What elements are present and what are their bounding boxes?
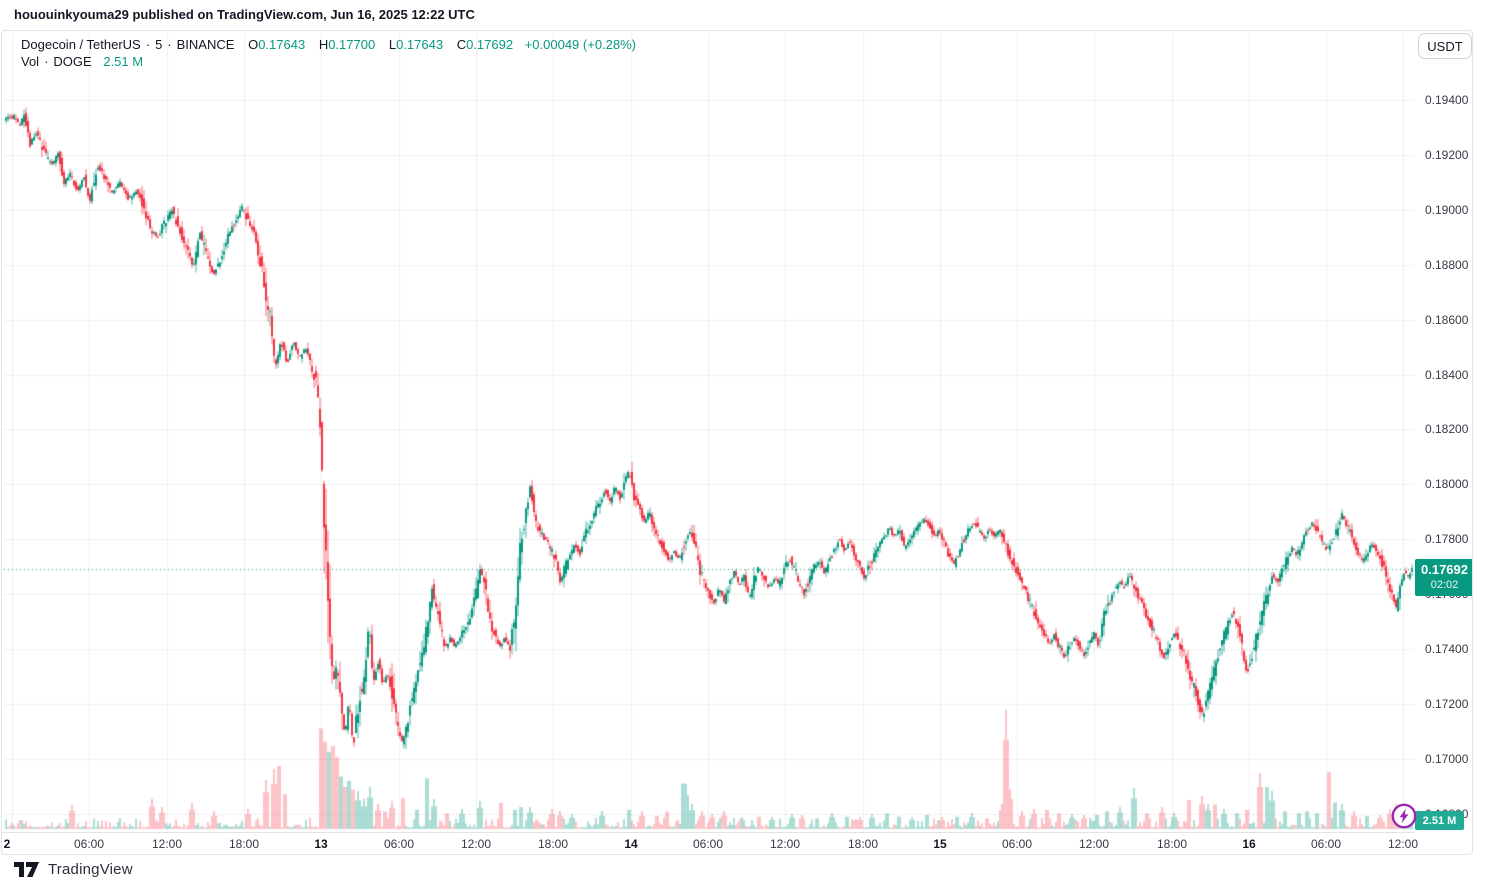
time-axis-label: 12:00: [769, 837, 801, 851]
tradingview-brand-text: TradingView: [48, 861, 133, 878]
chart-widget: Dogecoin / TetherUS · 5 · BINANCE O0.17643 H…: [1, 30, 1473, 855]
time-axis-label: 18:00: [228, 837, 260, 851]
time-axis-divider: [2, 832, 1414, 833]
tradingview-logo-icon: [14, 862, 40, 877]
ohlc-close: C0.17692: [456, 37, 514, 52]
tradingview-footer-link[interactable]: TradingView: [14, 861, 133, 878]
time-axis-label: 06:00: [383, 837, 415, 851]
price-axis-label: 0.18000: [1425, 477, 1469, 491]
exchange-name: BINANCE: [176, 37, 235, 52]
volume-badge: 2.51 M: [1415, 811, 1464, 830]
currency-button[interactable]: USDT: [1418, 33, 1472, 59]
volume-value: 2.51 M: [103, 54, 144, 69]
time-axis-label: 18:00: [537, 837, 569, 851]
price-axis-label: 0.18200: [1425, 422, 1469, 436]
last-price-value: 0.17692: [1421, 562, 1468, 577]
time-axis-label: 2: [3, 837, 11, 851]
legend-symbol-row: Dogecoin / TetherUS · 5 · BINANCE O0.17643 H…: [21, 36, 636, 53]
price-axis-label: 0.18800: [1425, 258, 1469, 272]
time-axis-label: 12:00: [460, 837, 492, 851]
price-change: +0.00049 (+0.28%): [524, 37, 637, 52]
price-axis-label: 0.18400: [1425, 368, 1469, 382]
legend-separator: ·: [44, 54, 49, 69]
last-price-badge: 0.17692 02:02: [1415, 559, 1472, 596]
attribution-bar[interactable]: hououinkyouma29 published on TradingView…: [14, 7, 475, 22]
ohlc-high: H0.17700: [318, 37, 376, 52]
time-axis-label: 06:00: [73, 837, 105, 851]
time-axis-label: 18:00: [1156, 837, 1188, 851]
time-axis-label: 12:00: [1078, 837, 1110, 851]
volume-unit: DOGE: [53, 54, 92, 69]
symbol-name[interactable]: Dogecoin / TetherUS: [21, 37, 141, 52]
legend-volume-row: Vol · DOGE 2.51 M: [21, 53, 636, 70]
time-axis-label: 15: [933, 837, 947, 851]
time-axis-label: 16: [1242, 837, 1256, 851]
price-chart-canvas[interactable]: [2, 31, 1472, 854]
time-axis-label: 14: [624, 837, 638, 851]
time-axis-label: 12:00: [151, 837, 183, 851]
chart-legend: Dogecoin / TetherUS · 5 · BINANCE O0.17643 H…: [21, 36, 636, 70]
time-axis-label: 13: [314, 837, 328, 851]
price-axis-label: 0.19000: [1425, 203, 1469, 217]
volume-label: Vol: [21, 54, 40, 69]
price-axis-label: 0.17400: [1425, 642, 1469, 656]
ohlc-low: L0.17643: [388, 37, 444, 52]
time-axis-label: 12:00: [1387, 837, 1419, 851]
bar-countdown: 02:02: [1430, 579, 1459, 591]
interval-value[interactable]: 5: [155, 37, 163, 52]
time-axis-label: 06:00: [1001, 837, 1033, 851]
price-axis-label: 0.17000: [1425, 752, 1469, 766]
legend-separator: ·: [145, 37, 151, 52]
legend-separator: ·: [167, 37, 172, 52]
price-axis-label: 0.19400: [1425, 93, 1469, 107]
time-axis-label: 06:00: [1310, 837, 1342, 851]
time-axis-label: 18:00: [847, 837, 879, 851]
price-axis-label: 0.18600: [1425, 313, 1469, 327]
boost-lightning-icon[interactable]: [1390, 802, 1418, 830]
ohlc-open: O0.17643: [248, 37, 306, 52]
price-axis-label: 0.19200: [1425, 148, 1469, 162]
time-axis-label: 06:00: [692, 837, 724, 851]
price-axis-label: 0.17200: [1425, 697, 1469, 711]
price-axis-label: 0.17800: [1425, 532, 1469, 546]
